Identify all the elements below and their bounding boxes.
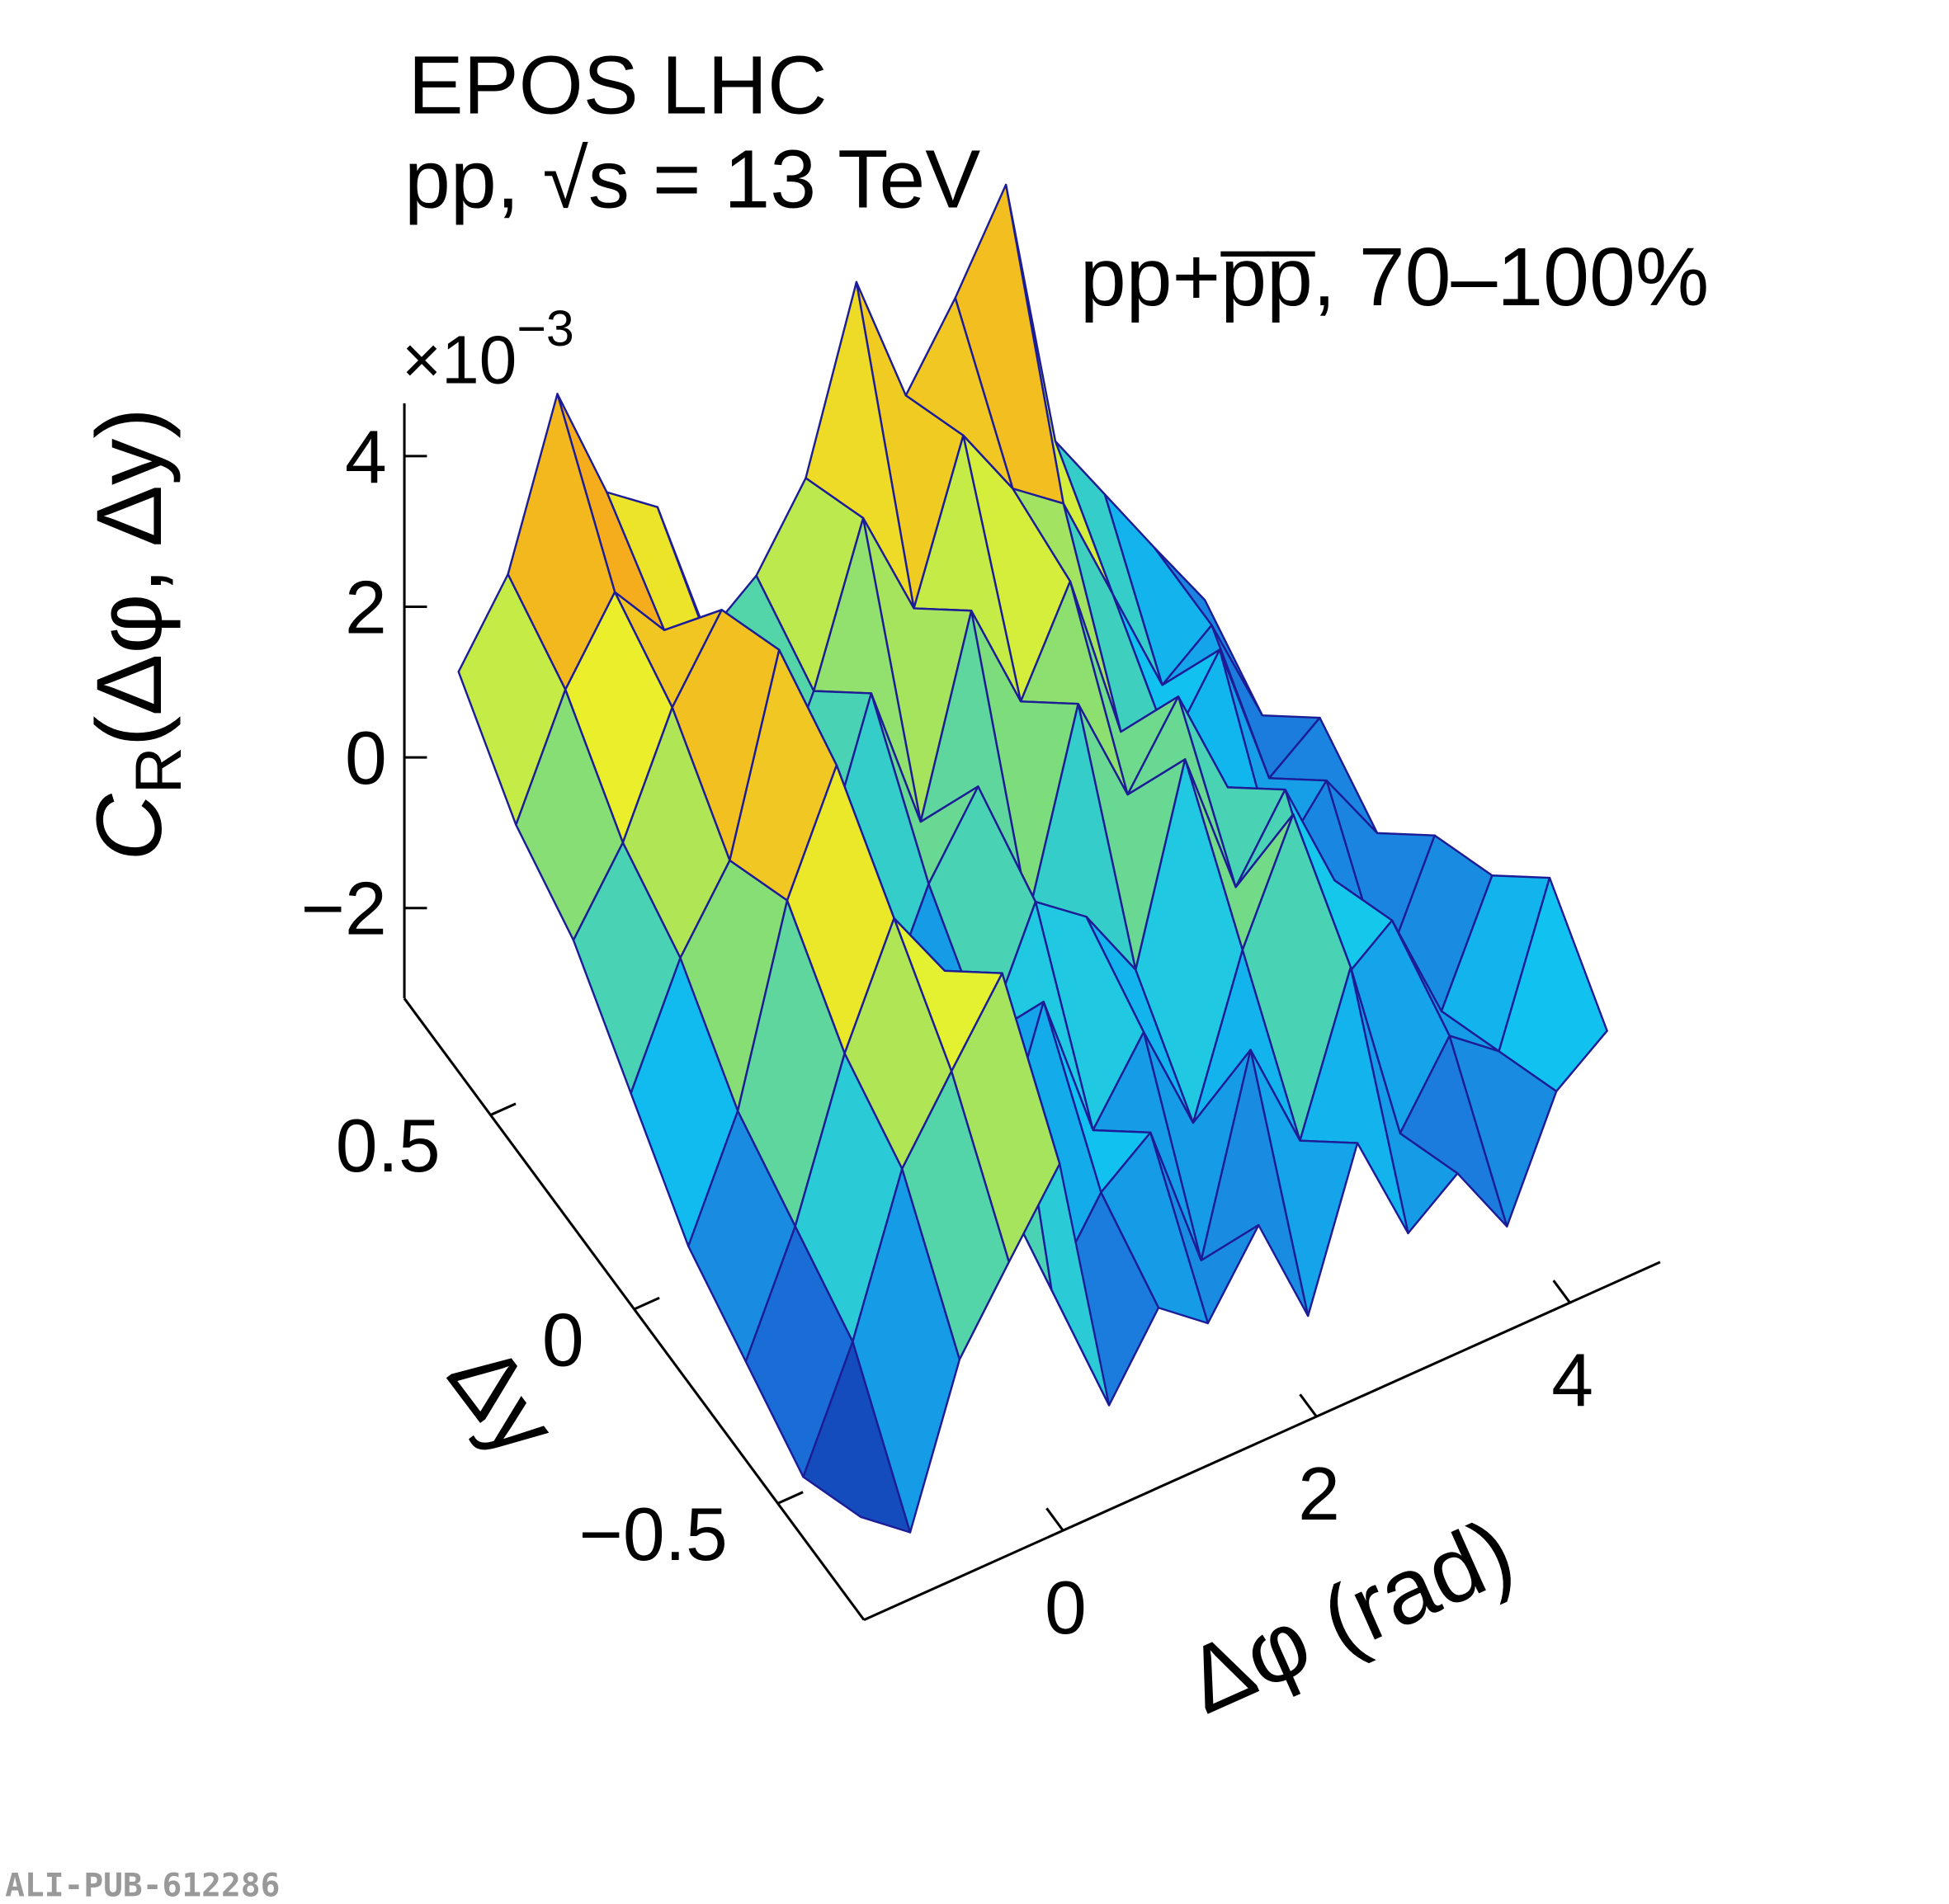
y-tick [633,1296,660,1311]
y-tick-label: −0.5 [579,1492,728,1576]
y-tick-label: 0 [542,1298,584,1382]
y-tick-label: 0.5 [336,1104,441,1188]
footer: ALI-PUB-612286 [5,1866,280,1904]
x-axis-line [863,1261,1661,1622]
z-scale-base: ×10 [402,323,517,398]
z-scale-exp: −3 [517,300,573,356]
z-label-sub: R [121,747,195,794]
x-tick-label: 0 [1045,1566,1087,1650]
z-axis-label: CR(Δφ, Δy) [77,408,195,861]
x-axis-label: Δφ (rad) [1171,1498,1527,1733]
x-tick-label: 2 [1298,1452,1340,1536]
z-tick-label: −2 [301,867,387,951]
x-tick [1045,1507,1064,1532]
y-tick [489,1102,517,1116]
x-tick-label: 4 [1551,1338,1593,1422]
z-tick-label: 2 [345,565,387,649]
z-label-rest: (Δφ, Δy) [77,408,181,747]
annotation: pp+p̅p̅, 70–100% [1080,231,1709,323]
z-tick-label: 0 [345,716,387,800]
x-tick [1552,1280,1571,1303]
surface [457,183,1608,1534]
z-label-main: C [77,794,181,861]
y-tick [777,1491,804,1505]
surface-cell [802,1341,912,1534]
chart-subtitle: pp, √s = 13 TeV [404,134,980,226]
z-tick-label: 4 [345,415,387,499]
axes: 0 2 4 −0.5 0 0.5 −2 0 2 4 [301,403,1661,1650]
x-tick [1299,1393,1318,1418]
chart-title: EPOS LHC [408,39,828,131]
z-scale: ×10−3 [402,300,574,398]
